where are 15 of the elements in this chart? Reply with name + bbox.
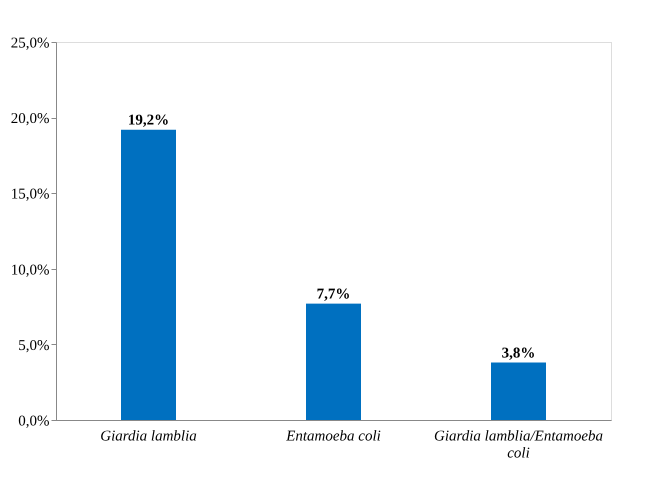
bar (121, 130, 176, 420)
x-tick-label: Giardia lamblia/Entamoeba coli (434, 428, 604, 462)
y-tick-label: 15,0% (10, 186, 50, 203)
data-label: 7,7% (316, 286, 350, 303)
y-tick-label: 0,0% (18, 414, 50, 430)
data-label: 19,2% (128, 112, 170, 129)
y-tick-label: 25,0% (10, 36, 50, 52)
bar (306, 304, 361, 420)
x-tick-label: Giardia lamblia (100, 428, 197, 444)
y-tick-label: 20,0% (10, 111, 50, 128)
bar (491, 362, 546, 420)
x-tick-label: Entamoeba coli (285, 428, 381, 444)
data-label: 3,8% (502, 346, 536, 362)
y-tick-label: 10,0% (10, 262, 50, 278)
y-tick-label: 5,0% (18, 338, 50, 354)
